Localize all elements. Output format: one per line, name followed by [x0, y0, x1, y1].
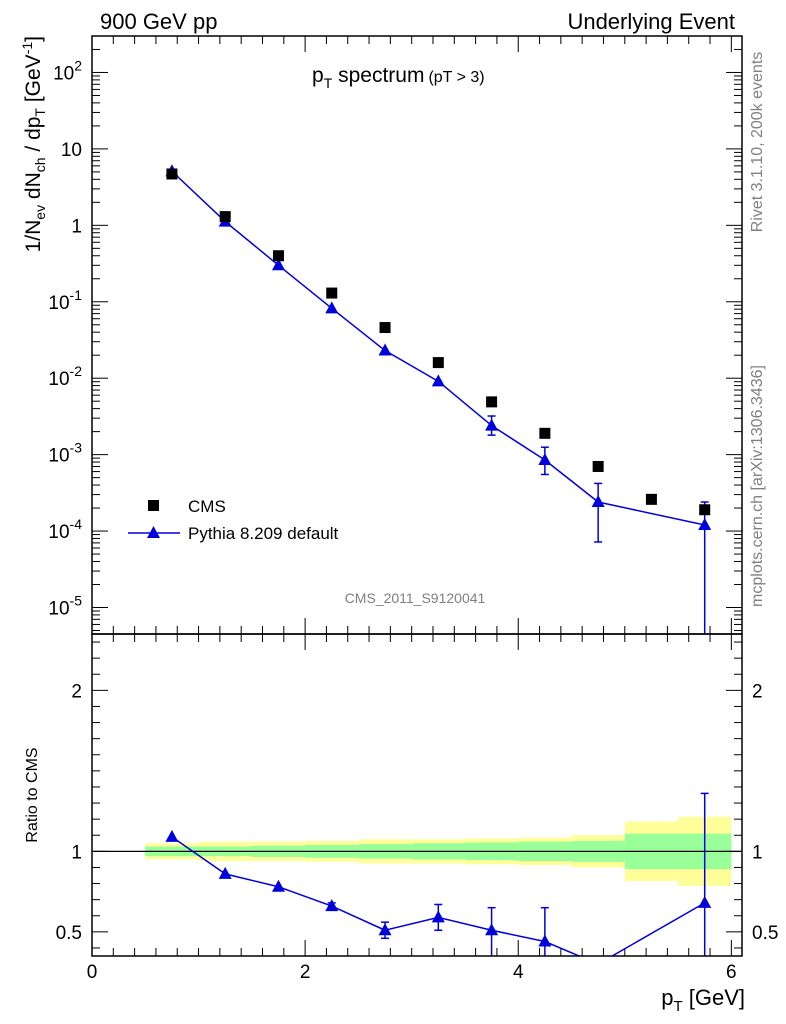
pythia-marker — [325, 301, 339, 314]
cms-marker — [486, 396, 498, 408]
y-tick-label: 10 — [61, 140, 82, 161]
cms-marker — [592, 460, 604, 472]
pythia-line — [171, 170, 705, 526]
cms-marker — [539, 427, 551, 439]
ratio-pythia-marker — [538, 934, 552, 947]
ratio-pythia-marker — [698, 895, 712, 908]
ratio-series-group — [165, 792, 712, 956]
ratio-pythia-marker — [485, 923, 499, 936]
ratio-pythia-marker — [325, 899, 339, 912]
ratio-x-axis-label: pT [GeV] — [661, 985, 745, 1015]
y-tick-label: 10-2 — [48, 363, 82, 390]
ratio-plot-frame — [91, 633, 743, 957]
ratio-x-tick-label: 6 — [726, 962, 737, 983]
legend-label-cms: CMS — [188, 497, 226, 516]
cms-marker — [272, 250, 284, 262]
ratio-x-tick-label: 2 — [300, 962, 311, 983]
pythia-marker — [538, 453, 552, 466]
cms-marker — [379, 322, 391, 334]
pythia-marker — [378, 343, 392, 356]
legend-marker-pythia — [147, 526, 160, 538]
ratio-y-tick-label-left: 0.5 — [56, 923, 82, 944]
ratio-pythia-marker — [431, 910, 445, 923]
cms-marker — [219, 211, 231, 223]
cms-marker — [432, 357, 444, 369]
ratio-pythia-marker — [165, 829, 179, 842]
header-left: 900 GeV pp — [100, 9, 217, 34]
y-tick-label: 10-3 — [48, 440, 82, 467]
watermark: CMS_2011_S9120041 — [345, 590, 486, 606]
y-tick-label: 10-4 — [48, 516, 82, 543]
pythia-marker — [431, 374, 445, 387]
main-plot-frame — [91, 35, 743, 635]
mcplots-info: mcplots.cern.ch [arXiv:1306.3436] — [749, 365, 766, 607]
ratio-y-tick-label-right: 0.5 — [752, 923, 778, 944]
cms-marker — [326, 287, 338, 299]
pythia-marker — [271, 258, 285, 271]
y-tick-label: 10-1 — [48, 287, 82, 314]
pythia-marker — [485, 418, 499, 431]
ratio-x-tick-label: 4 — [513, 962, 524, 983]
rivet-info: Rivet 3.1.10, 200k events — [749, 52, 766, 233]
pythia-marker — [591, 495, 605, 508]
ratio-pythia-line — [171, 836, 706, 956]
y-tick-label: 102 — [53, 57, 82, 84]
ratio-y-tick-label-right: 1 — [752, 842, 763, 863]
cms-marker — [166, 168, 178, 180]
ratio-y-tick-label-left: 1 — [71, 842, 82, 863]
legend-marker-cms — [148, 500, 159, 511]
pythia-marker — [698, 518, 712, 531]
ratio-plot-area: 0.5 0.5 1 1 2 2 0 2 4 6 — [56, 634, 778, 983]
ratio-y-tick-label-left: 2 — [71, 681, 82, 702]
main-plot-title: pT spectrum (pT > 3) — [312, 64, 485, 91]
main-plot-area: 10-5 10-4 10-3 10-2 10-1 1 10 102 — [48, 35, 742, 634]
ratio-y-tick-label-right: 2 — [752, 681, 763, 702]
main-y-axis-label: 1/Nev dNch / dpT [GeV-1] — [19, 36, 48, 252]
header-right: Underlying Event — [567, 9, 735, 34]
y-tick-label: 1 — [71, 216, 82, 237]
ratio-y-axis-label: Ratio to CMS — [24, 747, 41, 842]
legend: CMS Pythia 8.209 default — [128, 497, 339, 543]
legend-label-pythia: Pythia 8.209 default — [188, 524, 339, 543]
cms-marker — [699, 504, 711, 516]
cms-marker — [645, 493, 657, 505]
ratio-pythia-marker — [271, 879, 285, 892]
ratio-x-tick-label: 0 — [87, 962, 98, 983]
ratio-pythia-marker — [378, 923, 392, 936]
ratio-pythia-marker — [218, 866, 232, 879]
y-tick-label: 10-5 — [48, 592, 82, 619]
